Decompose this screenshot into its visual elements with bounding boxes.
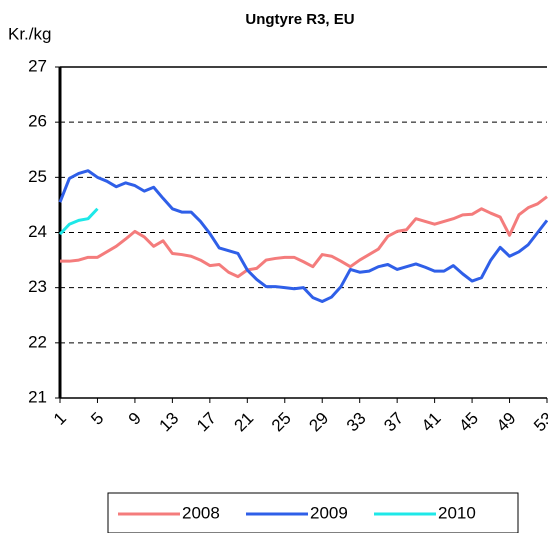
- legend-box: [107, 492, 519, 533]
- y-tick-label: 22: [28, 332, 47, 351]
- x-tick-label: 33: [343, 409, 370, 436]
- series-line: [58, 207, 99, 236]
- x-tick-label: 25: [268, 409, 295, 436]
- x-tick-label: 13: [156, 409, 183, 436]
- y-tick-label: 21: [28, 387, 47, 406]
- x-tick-label: 1: [50, 409, 70, 429]
- series-line: [60, 195, 548, 279]
- y-tick-label: 25: [28, 167, 47, 186]
- x-tick-label: 53: [530, 409, 548, 436]
- x-tick-label: 45: [455, 409, 482, 436]
- x-tick-label: 17: [193, 409, 220, 436]
- y-tick-label: 24: [28, 222, 47, 241]
- legend-label: 2009: [310, 503, 348, 522]
- x-tick-label: 41: [418, 409, 445, 436]
- series-line: [58, 169, 548, 303]
- y-tick-label: 23: [28, 277, 47, 296]
- x-tick-label: 29: [305, 409, 332, 436]
- x-tick-label: 5: [87, 409, 107, 429]
- legend-label: 2008: [182, 503, 220, 522]
- legend-label: 2010: [438, 503, 476, 522]
- chart-title: Ungtyre R3, EU: [245, 11, 354, 28]
- x-tick-label: 49: [493, 409, 520, 436]
- y-axis-label: Kr./kg: [8, 24, 51, 43]
- x-tick-label: 37: [380, 409, 407, 436]
- x-tick-label: 21: [230, 409, 257, 436]
- y-tick-label: 27: [28, 56, 47, 75]
- y-tick-label: 26: [28, 112, 47, 131]
- x-tick-label: 9: [125, 409, 145, 429]
